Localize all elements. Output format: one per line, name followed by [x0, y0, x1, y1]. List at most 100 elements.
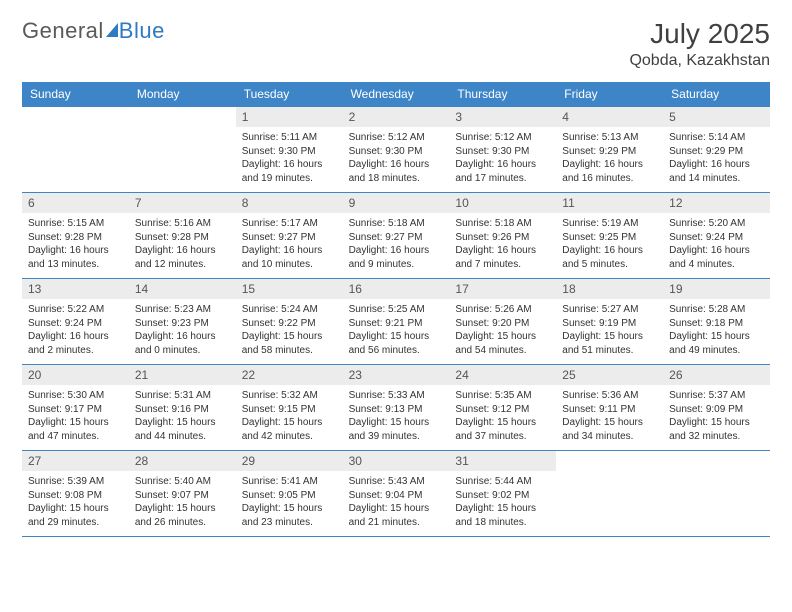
- sunset-line: Sunset: 9:11 PM: [562, 403, 657, 417]
- daylight-line: Daylight: 16 hours and 2 minutes.: [28, 330, 123, 357]
- day-body: Sunrise: 5:44 AMSunset: 9:02 PMDaylight:…: [449, 471, 556, 535]
- daylight-line: Daylight: 16 hours and 19 minutes.: [242, 158, 337, 185]
- day-cell: 19Sunrise: 5:28 AMSunset: 9:18 PMDayligh…: [663, 278, 770, 364]
- day-number: 27: [22, 451, 129, 471]
- day-body: Sunrise: 5:31 AMSunset: 9:16 PMDaylight:…: [129, 385, 236, 449]
- sunset-line: Sunset: 9:26 PM: [455, 231, 550, 245]
- day-number: 21: [129, 365, 236, 385]
- day-body: Sunrise: 5:35 AMSunset: 9:12 PMDaylight:…: [449, 385, 556, 449]
- day-cell: [22, 106, 129, 192]
- day-cell: 27Sunrise: 5:39 AMSunset: 9:08 PMDayligh…: [22, 450, 129, 536]
- sunrise-line: Sunrise: 5:39 AM: [28, 475, 123, 489]
- day-cell: 26Sunrise: 5:37 AMSunset: 9:09 PMDayligh…: [663, 364, 770, 450]
- day-cell: 14Sunrise: 5:23 AMSunset: 9:23 PMDayligh…: [129, 278, 236, 364]
- day-body: Sunrise: 5:22 AMSunset: 9:24 PMDaylight:…: [22, 299, 129, 363]
- week-row: 1Sunrise: 5:11 AMSunset: 9:30 PMDaylight…: [22, 106, 770, 192]
- day-number: 20: [22, 365, 129, 385]
- daylight-line: Daylight: 16 hours and 12 minutes.: [135, 244, 230, 271]
- day-number: 8: [236, 193, 343, 213]
- sunrise-line: Sunrise: 5:36 AM: [562, 389, 657, 403]
- daylight-line: Daylight: 16 hours and 0 minutes.: [135, 330, 230, 357]
- daylight-line: Daylight: 15 hours and 21 minutes.: [349, 502, 444, 529]
- day-body: Sunrise: 5:41 AMSunset: 9:05 PMDaylight:…: [236, 471, 343, 535]
- day-body: Sunrise: 5:36 AMSunset: 9:11 PMDaylight:…: [556, 385, 663, 449]
- day-cell: [129, 106, 236, 192]
- weekday-label: Thursday: [449, 82, 556, 106]
- sunrise-line: Sunrise: 5:23 AM: [135, 303, 230, 317]
- day-body: Sunrise: 5:33 AMSunset: 9:13 PMDaylight:…: [343, 385, 450, 449]
- day-cell: 23Sunrise: 5:33 AMSunset: 9:13 PMDayligh…: [343, 364, 450, 450]
- day-number: 23: [343, 365, 450, 385]
- daylight-line: Daylight: 15 hours and 49 minutes.: [669, 330, 764, 357]
- sunrise-line: Sunrise: 5:19 AM: [562, 217, 657, 231]
- sunset-line: Sunset: 9:05 PM: [242, 489, 337, 503]
- day-cell: 18Sunrise: 5:27 AMSunset: 9:19 PMDayligh…: [556, 278, 663, 364]
- sunrise-line: Sunrise: 5:24 AM: [242, 303, 337, 317]
- day-number: 18: [556, 279, 663, 299]
- day-number: 26: [663, 365, 770, 385]
- day-number: 31: [449, 451, 556, 471]
- day-cell: 2Sunrise: 5:12 AMSunset: 9:30 PMDaylight…: [343, 106, 450, 192]
- header: GeneralBlue July 2025 Qobda, Kazakhstan: [22, 18, 770, 70]
- sunset-line: Sunset: 9:23 PM: [135, 317, 230, 331]
- day-number: 30: [343, 451, 450, 471]
- day-body: Sunrise: 5:12 AMSunset: 9:30 PMDaylight:…: [343, 127, 450, 191]
- day-number: 13: [22, 279, 129, 299]
- daylight-line: Daylight: 15 hours and 58 minutes.: [242, 330, 337, 357]
- day-body: Sunrise: 5:14 AMSunset: 9:29 PMDaylight:…: [663, 127, 770, 191]
- day-number: 17: [449, 279, 556, 299]
- sunrise-line: Sunrise: 5:33 AM: [349, 389, 444, 403]
- sunrise-line: Sunrise: 5:18 AM: [455, 217, 550, 231]
- sunset-line: Sunset: 9:30 PM: [349, 145, 444, 159]
- day-cell: 1Sunrise: 5:11 AMSunset: 9:30 PMDaylight…: [236, 106, 343, 192]
- daylight-line: Daylight: 16 hours and 18 minutes.: [349, 158, 444, 185]
- day-body: Sunrise: 5:27 AMSunset: 9:19 PMDaylight:…: [556, 299, 663, 363]
- day-cell: 21Sunrise: 5:31 AMSunset: 9:16 PMDayligh…: [129, 364, 236, 450]
- daylight-line: Daylight: 15 hours and 47 minutes.: [28, 416, 123, 443]
- daylight-line: Daylight: 16 hours and 7 minutes.: [455, 244, 550, 271]
- calendar: SundayMondayTuesdayWednesdayThursdayFrid…: [22, 82, 770, 537]
- sunset-line: Sunset: 9:07 PM: [135, 489, 230, 503]
- day-cell: 10Sunrise: 5:18 AMSunset: 9:26 PMDayligh…: [449, 192, 556, 278]
- week-row: 13Sunrise: 5:22 AMSunset: 9:24 PMDayligh…: [22, 278, 770, 364]
- day-body: Sunrise: 5:18 AMSunset: 9:26 PMDaylight:…: [449, 213, 556, 277]
- day-number: 24: [449, 365, 556, 385]
- day-cell: 3Sunrise: 5:12 AMSunset: 9:30 PMDaylight…: [449, 106, 556, 192]
- day-body: Sunrise: 5:43 AMSunset: 9:04 PMDaylight:…: [343, 471, 450, 535]
- sunset-line: Sunset: 9:16 PM: [135, 403, 230, 417]
- day-cell: 20Sunrise: 5:30 AMSunset: 9:17 PMDayligh…: [22, 364, 129, 450]
- daylight-line: Daylight: 15 hours and 39 minutes.: [349, 416, 444, 443]
- daylight-line: Daylight: 16 hours and 9 minutes.: [349, 244, 444, 271]
- sunrise-line: Sunrise: 5:12 AM: [349, 131, 444, 145]
- sail-icon: [106, 23, 118, 37]
- day-cell: 16Sunrise: 5:25 AMSunset: 9:21 PMDayligh…: [343, 278, 450, 364]
- day-cell: 25Sunrise: 5:36 AMSunset: 9:11 PMDayligh…: [556, 364, 663, 450]
- daylight-line: Daylight: 16 hours and 4 minutes.: [669, 244, 764, 271]
- week-row: 20Sunrise: 5:30 AMSunset: 9:17 PMDayligh…: [22, 364, 770, 450]
- day-body: Sunrise: 5:24 AMSunset: 9:22 PMDaylight:…: [236, 299, 343, 363]
- sunset-line: Sunset: 9:12 PM: [455, 403, 550, 417]
- sunrise-line: Sunrise: 5:15 AM: [28, 217, 123, 231]
- sunset-line: Sunset: 9:29 PM: [669, 145, 764, 159]
- day-body: Sunrise: 5:20 AMSunset: 9:24 PMDaylight:…: [663, 213, 770, 277]
- day-number: 2: [343, 107, 450, 127]
- day-number: 11: [556, 193, 663, 213]
- location: Qobda, Kazakhstan: [629, 52, 770, 70]
- sunset-line: Sunset: 9:04 PM: [349, 489, 444, 503]
- day-number: 10: [449, 193, 556, 213]
- day-cell: [556, 450, 663, 536]
- sunset-line: Sunset: 9:28 PM: [135, 231, 230, 245]
- sunset-line: Sunset: 9:19 PM: [562, 317, 657, 331]
- day-number: 19: [663, 279, 770, 299]
- sunset-line: Sunset: 9:30 PM: [242, 145, 337, 159]
- day-body: Sunrise: 5:28 AMSunset: 9:18 PMDaylight:…: [663, 299, 770, 363]
- day-body: Sunrise: 5:15 AMSunset: 9:28 PMDaylight:…: [22, 213, 129, 277]
- day-number: 28: [129, 451, 236, 471]
- day-cell: 22Sunrise: 5:32 AMSunset: 9:15 PMDayligh…: [236, 364, 343, 450]
- daylight-line: Daylight: 15 hours and 34 minutes.: [562, 416, 657, 443]
- daylight-line: Daylight: 16 hours and 5 minutes.: [562, 244, 657, 271]
- day-cell: 6Sunrise: 5:15 AMSunset: 9:28 PMDaylight…: [22, 192, 129, 278]
- day-cell: 30Sunrise: 5:43 AMSunset: 9:04 PMDayligh…: [343, 450, 450, 536]
- daylight-line: Daylight: 15 hours and 56 minutes.: [349, 330, 444, 357]
- sunrise-line: Sunrise: 5:44 AM: [455, 475, 550, 489]
